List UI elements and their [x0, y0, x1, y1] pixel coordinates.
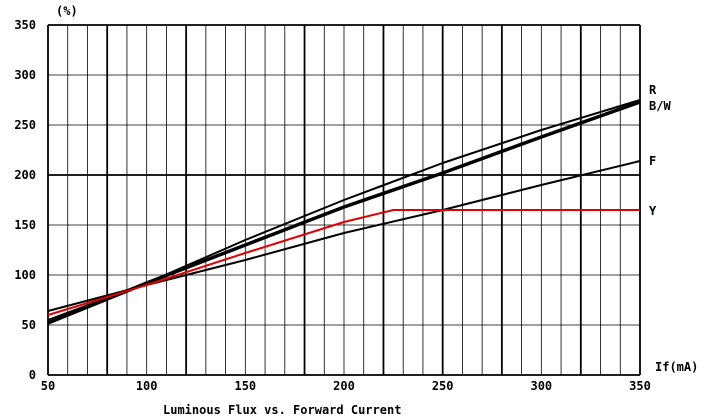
x-tick-label: 200: [333, 379, 355, 393]
series-line-b-w: [47, 100, 641, 325]
y-tick-label: 350: [14, 18, 36, 32]
y-tick-label: 100: [14, 268, 36, 282]
y-axis-label: (%): [56, 4, 78, 18]
chart-title: Luminous Flux vs. Forward Current: [163, 403, 401, 417]
grid: [47, 24, 641, 376]
series-labels: R B/W F Y: [649, 83, 671, 218]
y-tick-label: 150: [14, 218, 36, 232]
y-tick-label: 300: [14, 68, 36, 82]
x-tick-label: 100: [136, 379, 158, 393]
series-line-y: [47, 209, 640, 316]
y-tick-label: 0: [29, 368, 36, 382]
series-label-f: F: [649, 154, 656, 168]
x-tick-label: 300: [530, 379, 552, 393]
x-tick-label: 250: [432, 379, 454, 393]
series-label-r: R: [649, 83, 657, 97]
y-tick-label: 200: [14, 168, 36, 182]
y-tick-label: 50: [22, 318, 36, 332]
series-label-y: Y: [649, 204, 657, 218]
x-tick-label: 350: [629, 379, 651, 393]
x-tick-label: 150: [234, 379, 256, 393]
x-tick-label: 50: [41, 379, 55, 393]
series-lines: [47, 99, 641, 325]
y-tick-label: 250: [14, 118, 36, 132]
x-axis-label: If(mA): [655, 360, 698, 374]
series-label-b-w: B/W: [649, 99, 671, 113]
tick-labels: 0 50 100 150 200 250 300 350 50 100 150 200 250 300 35…: [14, 18, 651, 393]
